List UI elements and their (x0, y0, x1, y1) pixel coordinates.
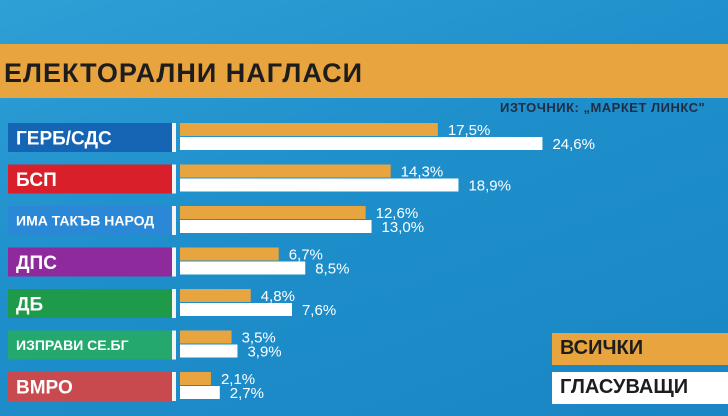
data-label: 12,6% (376, 205, 419, 222)
bar (180, 164, 391, 178)
bar (180, 123, 438, 136)
data-label: 3,5% (242, 330, 276, 347)
title-bar (0, 44, 728, 98)
party-label: ИМА ТАКЪВ НАРОД (16, 213, 154, 229)
bar (180, 289, 251, 302)
bar (180, 137, 543, 150)
data-label: 3,9% (247, 344, 281, 361)
party-color-tag (8, 372, 172, 401)
party-color-tag (8, 123, 172, 152)
party-color-tag (8, 330, 172, 360)
data-label: 7,6% (302, 302, 336, 319)
data-label: 17,5% (448, 122, 491, 139)
party-label: ДПС (16, 253, 57, 274)
party-label: ГЕРБ/СДС (16, 129, 112, 150)
party-label: ИЗПРАВИ СЕ.БГ (16, 337, 129, 353)
party-label: ВМРО (16, 378, 73, 399)
data-label: 18,9% (468, 178, 511, 195)
data-label: 24,6% (552, 136, 595, 153)
data-label: 14,3% (401, 164, 444, 181)
bar (180, 220, 372, 233)
bar (180, 344, 238, 358)
bar (180, 303, 292, 316)
data-label: 8,5% (315, 261, 349, 278)
legend-voters-label: ГЛАСУВАЩИ (560, 376, 689, 398)
bar (180, 330, 232, 344)
party-label: ДБ (16, 295, 43, 316)
bar (180, 247, 279, 261)
legend-voters-swatch (552, 372, 728, 404)
party-color-tag (8, 289, 172, 318)
bar (180, 386, 220, 399)
data-label: 4,8% (261, 288, 295, 305)
party-color-tag (8, 247, 172, 277)
chart-title: ЕЛЕКТОРАЛНИ НАГЛАСИ (4, 58, 364, 88)
bar (180, 206, 366, 219)
party-color-tag (8, 164, 172, 194)
party-label: БСП (16, 170, 57, 191)
bar (180, 372, 211, 385)
data-label: 13,0% (382, 219, 425, 236)
source-note: ИЗТОЧНИК: „МАРКЕТ ЛИНКС" (500, 100, 706, 115)
data-label: 2,1% (221, 371, 255, 388)
legend-all-swatch (552, 333, 728, 365)
party-color-tag (8, 206, 172, 235)
bar (180, 261, 306, 275)
bar (180, 178, 459, 192)
data-label: 6,7% (289, 247, 323, 264)
legend-all-label: ВСИЧКИ (560, 337, 644, 359)
data-label: 2,7% (230, 385, 264, 402)
